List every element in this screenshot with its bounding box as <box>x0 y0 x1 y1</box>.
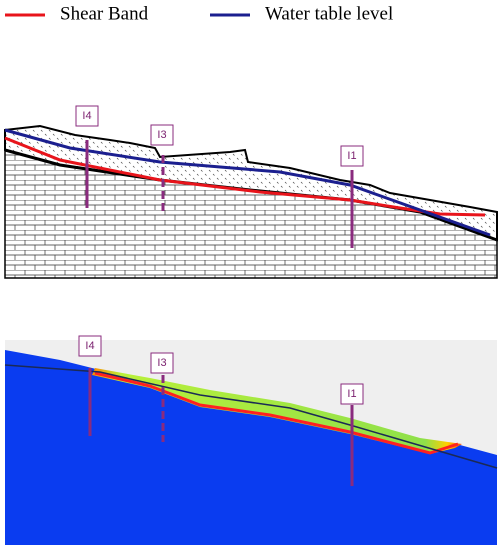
label-box <box>150 124 174 146</box>
label-box <box>340 383 364 405</box>
inclinometer-label: I1 <box>347 150 356 162</box>
water-table <box>4 128 491 237</box>
inclinometer-label: I3 <box>157 129 166 141</box>
inclinometer-label: I1 <box>347 388 356 400</box>
bottom-panel: I4 I3 I1 <box>4 335 498 545</box>
legend-label: Water table level <box>265 3 393 24</box>
water-table <box>4 364 498 469</box>
displacement-zone <box>92 368 462 454</box>
slope-body <box>5 350 497 545</box>
top-panel: I4 I3 I1 <box>4 105 498 279</box>
shear-band <box>94 371 459 455</box>
label-box <box>78 335 102 357</box>
inclinometer-label: I4 <box>82 110 91 122</box>
shear-band <box>4 136 486 217</box>
legend-label: Shear Band <box>60 3 149 24</box>
label-box <box>75 105 99 127</box>
legend: Shear Band Water table level <box>5 3 393 24</box>
inclinometer-label: I4 <box>85 340 94 352</box>
label-box <box>340 145 364 167</box>
label-box <box>150 352 174 374</box>
inclinometer-label: I3 <box>157 357 166 369</box>
